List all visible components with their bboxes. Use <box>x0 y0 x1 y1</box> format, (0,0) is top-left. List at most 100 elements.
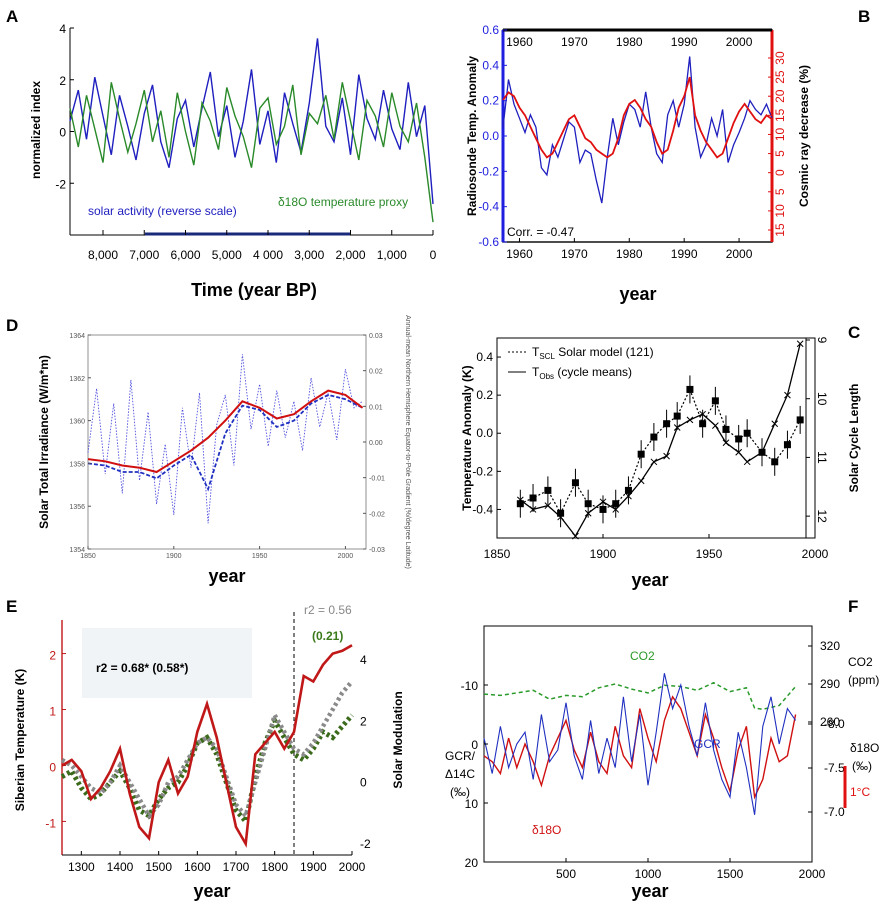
x-axis-title: year <box>631 570 668 590</box>
d-y2-tick-label: 0.02 <box>369 369 383 376</box>
y-tick-label: 0 <box>59 126 66 140</box>
b-y2-label: 15 <box>773 223 787 237</box>
co2-line <box>483 681 797 711</box>
panel-f: F -10 0 10 20 500 1000 1500 2000 320 290 260-8.0 -7.… <box>445 597 879 901</box>
d-y2-tick-label: 0.00 <box>369 440 383 447</box>
solar-model-line <box>520 387 801 515</box>
b-y-label: 0.6 <box>482 23 499 37</box>
f-y-axis-title-1: GCR/ <box>445 749 476 763</box>
r2-recent-sub-annotation: (0.21) <box>312 629 343 643</box>
b-top-tick-label: 1960 <box>506 35 533 49</box>
c-y2-label: 11 <box>815 451 829 464</box>
d-y2-tick-label: -0.02 <box>369 511 385 518</box>
obs-marker <box>771 420 779 428</box>
f-d18o-tick-label: -7.5 <box>824 761 845 775</box>
model-marker <box>735 435 743 443</box>
plot-frame <box>502 29 773 243</box>
y-axis-title: Radiosonde Temp. Anomaly <box>465 56 479 216</box>
panel-letter: B <box>858 7 870 26</box>
model-marker <box>624 486 632 494</box>
model-marker <box>783 441 791 449</box>
x-axis-title: year <box>193 881 230 901</box>
solar-activity-line <box>69 38 434 204</box>
y-axis-title: Siberian Temperature (K) <box>13 669 27 811</box>
obs-marker <box>584 509 592 517</box>
y-axis-title: normalized index <box>29 81 43 179</box>
model-marker <box>673 412 681 420</box>
radiosonde-line <box>502 56 773 204</box>
siberian-temp-line <box>61 644 353 848</box>
x-axis-title: year <box>208 566 245 586</box>
obs-marker <box>516 496 524 504</box>
x-tick-label: 3,000 <box>294 248 324 262</box>
f-y-tick-label: 10 <box>465 797 479 811</box>
solar-activity-annotation: solar activity (reverse scale) <box>88 204 237 218</box>
f-x-tick-label: 1500 <box>717 867 744 881</box>
y-tick-label: 2 <box>59 74 66 88</box>
b-x-tick-label: 1960 <box>506 247 533 261</box>
b-y2-label: 10 <box>773 204 787 218</box>
c-x-tick-label: 1900 <box>590 547 617 561</box>
f-d18o-title-1: δ18O <box>850 741 879 755</box>
f-co2-tick-label: 290 <box>820 677 840 691</box>
obs-marker <box>663 452 670 460</box>
f-co2-tick-label: 260 <box>820 715 840 729</box>
e-y-tick-label: 1 <box>49 705 56 719</box>
b-y2-label: 10 <box>773 127 787 141</box>
b-y-label: 0.0 <box>482 129 499 143</box>
b-y-label: 0.4 <box>482 58 499 72</box>
c-y2-label: 10 <box>815 392 829 406</box>
e-x-tick-label: 1700 <box>223 860 250 874</box>
plot-frame <box>496 337 816 539</box>
grey-modulation-line <box>60 680 354 821</box>
x-axis-title: year <box>619 284 656 304</box>
c-y-label: 0.2 <box>476 388 493 402</box>
gcr-annotation: GCR <box>694 737 721 751</box>
f-d18o-tick-label: -7.0 <box>824 805 845 819</box>
y2-axis-title: Solar Modulation <box>391 691 405 788</box>
obs-marker <box>599 498 607 506</box>
model-marker <box>722 425 730 433</box>
model-marker <box>557 509 565 517</box>
obs-marker <box>686 416 694 424</box>
f-d18o-tick-label: -8.0 <box>824 717 845 731</box>
e-y2-tick-label: 0 <box>360 776 367 790</box>
obs-marker <box>735 448 743 456</box>
f-co2-title-1: CO2 <box>848 655 873 669</box>
x-tick-label: 6,000 <box>170 248 200 262</box>
obs-marker <box>743 458 751 466</box>
x-tick-label: 7,000 <box>129 248 159 262</box>
obs-marker <box>557 513 564 521</box>
correlation-annotation: Corr. = -0.47 <box>507 225 574 239</box>
gcr-line <box>483 673 797 815</box>
model-marker <box>612 500 620 508</box>
c-x-tick-label: 2000 <box>802 547 829 561</box>
x-tick-label: 2,000 <box>335 248 365 262</box>
gradient-line <box>87 354 363 524</box>
d18o-annotation: δ18O temperature proxy <box>278 195 408 209</box>
y2-axis-title: Annual-mean Northern Hemisphere Equator-… <box>404 315 411 569</box>
b-y2-label: 5 <box>773 150 787 157</box>
b-top-tick-label: 1990 <box>671 35 698 49</box>
b-top-tick-label: 1980 <box>616 35 643 49</box>
obs-marker <box>650 458 658 466</box>
e-x-tick-label: 1300 <box>68 860 95 874</box>
x-axis-title: year <box>631 881 668 901</box>
panel-letter: D <box>6 316 18 335</box>
b-y-label: -0.2 <box>478 164 499 178</box>
b-y-label: 0.2 <box>482 94 499 108</box>
e-x-tick-label: 1400 <box>107 860 134 874</box>
model-marker <box>544 486 552 494</box>
y2-axis-title: Cosmic ray decrease (%) <box>797 65 811 207</box>
f-y-tick-label: 20 <box>465 856 479 870</box>
temp-scale-label: 1°C <box>850 785 870 799</box>
f-y-tick-label: -10 <box>461 679 479 693</box>
obs-marker <box>699 410 706 418</box>
c-y-label: 0.0 <box>476 426 493 440</box>
irradiance-dashed-line <box>87 393 364 492</box>
c-y-label: 0.4 <box>476 350 493 364</box>
panel-a: A 4 2 0 -2 8,000 7,000 6,000 5,000 4 000 3,000 2,00… <box>6 7 437 300</box>
b-y2-label: 20 <box>773 89 787 103</box>
legend-entry: TObs (cycle means) <box>532 365 632 381</box>
x-tick-label: 0 <box>430 248 437 262</box>
